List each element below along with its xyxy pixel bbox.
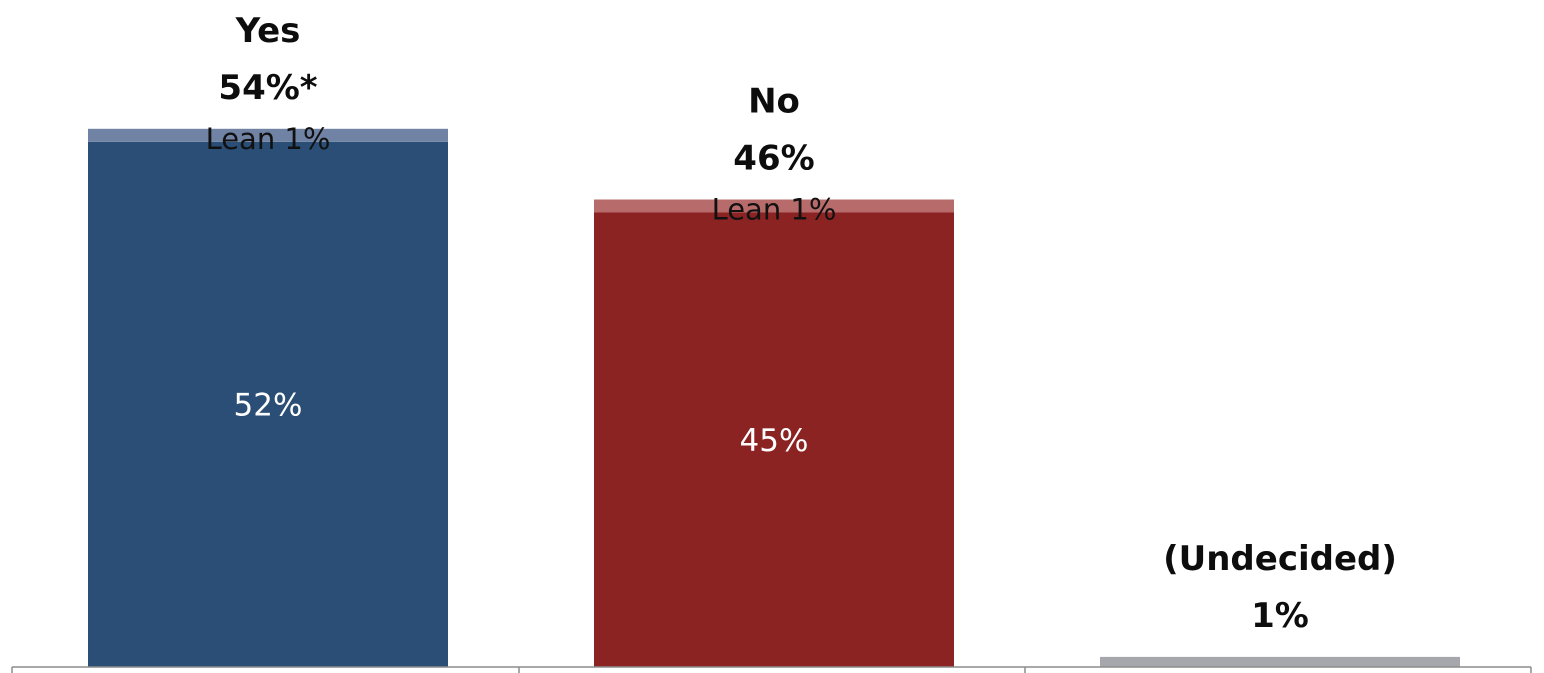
bar-undecided-main — [1100, 656, 1460, 667]
total-label-no: 46% — [733, 139, 814, 179]
x-axis — [11, 666, 1532, 673]
category-label-yes: Yes — [235, 11, 301, 51]
category-label-undecided: (Undecided) — [1163, 539, 1397, 579]
bar-yes-main — [88, 141, 448, 668]
total-label-yes: 54%* — [218, 68, 317, 108]
total-label-undecided: 1% — [1251, 596, 1309, 636]
lean-label-yes: Lean 1% — [206, 122, 331, 156]
bars-layer — [88, 128, 1460, 668]
bar-no-lean — [594, 199, 954, 213]
category-label-no: No — [748, 82, 800, 122]
value-label-no: 45% — [740, 423, 809, 459]
bar-no-main — [594, 212, 954, 667]
value-label-yes: 52% — [234, 387, 303, 423]
bar-yes-lean — [88, 128, 448, 142]
lean-label-no: Lean 1% — [712, 193, 837, 227]
labels-layer: Lean 1% 52% Yes 54%* Lean 1% 45% No 46% (Undecid… — [206, 11, 1397, 636]
